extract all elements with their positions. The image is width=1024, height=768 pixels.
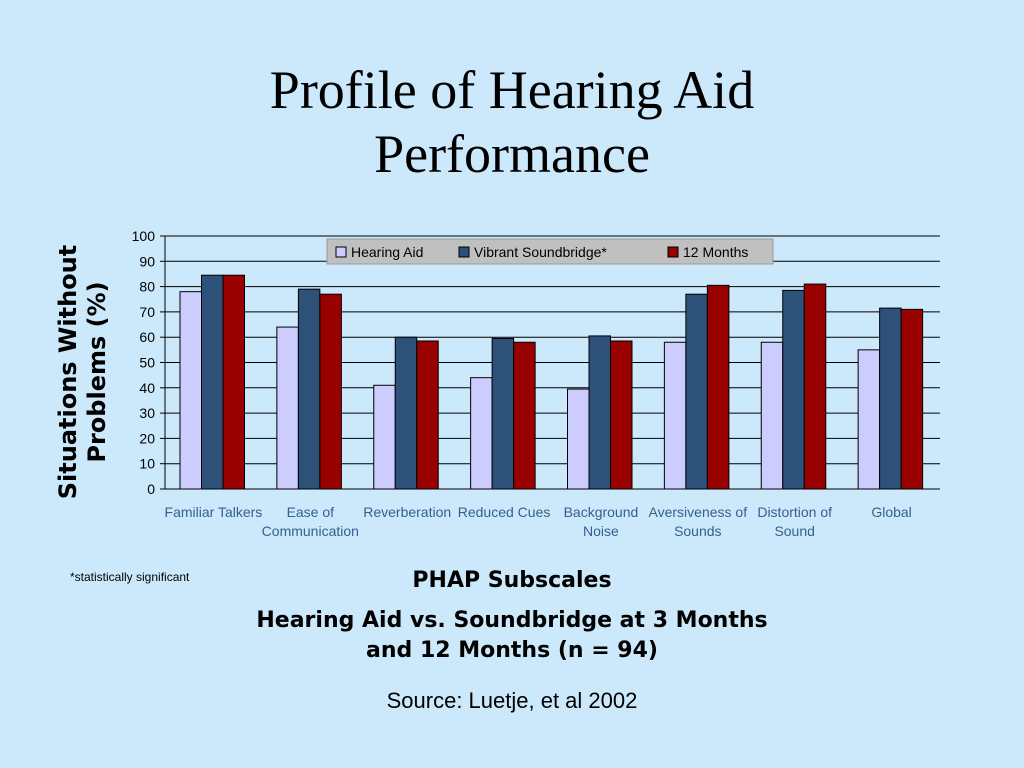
bar bbox=[394, 336, 418, 490]
bar bbox=[760, 341, 784, 490]
x-tick-label: Communication bbox=[262, 523, 359, 539]
caption-line-3: and 12 Months (n = 94) bbox=[366, 638, 658, 663]
legend-swatch bbox=[667, 246, 679, 258]
y-tick-label: 50 bbox=[139, 355, 155, 371]
bar bbox=[297, 288, 321, 490]
bar bbox=[610, 340, 633, 490]
y-tick-labels: 0 10 20 30 40 50 60 70 80 90 100 bbox=[132, 228, 156, 497]
y-tick-label: 20 bbox=[139, 430, 155, 446]
bar bbox=[685, 293, 708, 490]
y-tick-label: 30 bbox=[139, 405, 155, 421]
bar bbox=[276, 326, 299, 490]
y-axis-title-line-1: Situations Without bbox=[54, 244, 82, 500]
footnote: *statistically significant bbox=[70, 570, 190, 584]
y-axis-title-line-2: Problems (%) bbox=[83, 281, 111, 463]
bar bbox=[857, 349, 881, 490]
bar bbox=[879, 307, 902, 490]
slide-title-line-1: Profile of Hearing Aid bbox=[269, 60, 755, 120]
slide-title-line-2: Performance bbox=[374, 124, 650, 184]
bar bbox=[706, 284, 730, 490]
x-tick-label: Sound bbox=[774, 523, 814, 539]
y-tick-label: 60 bbox=[139, 329, 155, 345]
y-tick-label: 90 bbox=[139, 253, 155, 269]
bar bbox=[179, 291, 202, 490]
bar bbox=[567, 388, 590, 490]
x-tick-label: Noise bbox=[583, 523, 619, 539]
x-tick-label: Distortion of bbox=[757, 504, 832, 520]
legend-box bbox=[326, 238, 774, 265]
bar bbox=[319, 293, 342, 490]
caption-line-2: Hearing Aid vs. Soundbridge at 3 Months bbox=[256, 608, 768, 633]
bar bbox=[373, 384, 396, 490]
bar bbox=[782, 289, 805, 490]
bar bbox=[513, 341, 536, 490]
x-tick-label: Global bbox=[871, 504, 911, 520]
legend: Hearing Aid Vibrant Soundbridge* 12 Months bbox=[326, 238, 774, 265]
x-tick-label: Familiar Talkers bbox=[165, 504, 263, 520]
x-tick-label: Background bbox=[564, 504, 639, 520]
bar bbox=[416, 340, 439, 490]
legend-label: Hearing Aid bbox=[351, 244, 423, 260]
x-tick-label: Reverberation bbox=[363, 504, 451, 520]
bar bbox=[803, 283, 827, 490]
y-tick-label: 0 bbox=[147, 481, 155, 497]
caption-subtitle: PHAP Subscales bbox=[412, 568, 612, 593]
slide-title: Profile of Hearing Aid Performance bbox=[0, 58, 1024, 186]
x-tick-label: Aversiveness of bbox=[649, 504, 748, 520]
bar bbox=[900, 308, 924, 490]
legend-label: 12 Months bbox=[683, 244, 748, 260]
legend-label: Vibrant Soundbridge* bbox=[474, 244, 607, 260]
source-citation: Source: Luetje, et al 2002 bbox=[386, 688, 638, 713]
legend-swatch bbox=[335, 246, 347, 258]
y-tick-label: 80 bbox=[139, 279, 155, 295]
bar bbox=[491, 337, 515, 490]
x-tick-label: Reduced Cues bbox=[458, 504, 551, 520]
bar bbox=[222, 274, 245, 490]
x-tick-labels: Familiar Talkers Ease of CommunicationReve… bbox=[165, 504, 912, 539]
y-axis-title: Situations Without Problems (%) bbox=[54, 222, 112, 522]
bar-chart: 0 10 20 30 40 50 60 70 80 90 100 Familiar Talkers E… bbox=[132, 228, 940, 539]
y-tick-label: 40 bbox=[139, 380, 155, 396]
chart-caption: PHAP Subscales Hearing Aid vs. Soundbrid… bbox=[0, 566, 1024, 666]
axes bbox=[160, 235, 940, 490]
y-tick-label: 100 bbox=[132, 228, 156, 244]
y-tick-label: 10 bbox=[139, 456, 155, 472]
bar bbox=[201, 274, 224, 490]
x-tick-label: Sounds bbox=[674, 523, 721, 539]
legend-swatch bbox=[458, 246, 470, 258]
bar bbox=[470, 377, 493, 490]
x-tick-label: Ease of bbox=[287, 504, 335, 520]
bar bbox=[588, 335, 611, 490]
bar bbox=[663, 341, 687, 490]
y-tick-label: 70 bbox=[139, 304, 155, 320]
bars bbox=[179, 274, 924, 490]
